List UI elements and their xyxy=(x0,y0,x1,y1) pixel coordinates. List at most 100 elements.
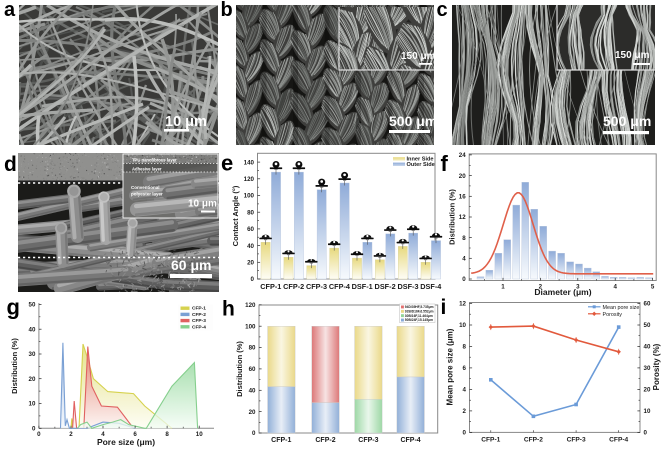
svg-text:94D/39HF,5.735μm: 94D/39HF,5.735μm xyxy=(405,305,434,309)
svg-text:CFP-2: CFP-2 xyxy=(315,437,335,444)
svg-text:12: 12 xyxy=(459,301,466,308)
svg-text:40: 40 xyxy=(247,243,254,250)
svg-text:0: 0 xyxy=(32,426,36,433)
svg-text:Mean pore size (μm): Mean pore size (μm) xyxy=(446,328,455,405)
svg-text:0: 0 xyxy=(37,431,41,438)
svg-text:c: c xyxy=(437,0,448,21)
svg-text:CFP-4: CFP-4 xyxy=(329,282,351,291)
svg-text:4: 4 xyxy=(462,256,466,263)
svg-text:60: 60 xyxy=(249,366,256,373)
svg-text:92B/D16F,6.552μm: 92B/D16F,6.552μm xyxy=(405,310,434,314)
svg-text:6: 6 xyxy=(133,431,137,438)
svg-text:CFP-3: CFP-3 xyxy=(358,437,378,444)
svg-text:30: 30 xyxy=(644,365,651,372)
svg-text:4: 4 xyxy=(101,431,105,438)
svg-text:Distribution (%): Distribution (%) xyxy=(448,189,457,245)
svg-text:Inner Side: Inner Side xyxy=(407,157,434,163)
svg-text:CFP-2: CFP-2 xyxy=(192,312,206,318)
svg-text:CFP-1: CFP-1 xyxy=(260,282,281,291)
svg-text:500 μm: 500 μm xyxy=(603,113,651,129)
svg-text:0: 0 xyxy=(462,276,466,283)
svg-text:1: 1 xyxy=(501,284,505,291)
svg-text:4: 4 xyxy=(613,284,617,291)
svg-text:polyester layer: polyester layer xyxy=(131,192,163,197)
svg-text:TPU nanofibrous layer: TPU nanofibrous layer xyxy=(132,158,177,163)
svg-text:120: 120 xyxy=(245,302,256,309)
svg-text:a: a xyxy=(4,0,16,21)
svg-text:20: 20 xyxy=(459,173,466,180)
svg-text:30B/16F,11.464μm: 30B/16F,11.464μm xyxy=(405,314,433,318)
svg-text:0: 0 xyxy=(251,276,255,283)
svg-text:20: 20 xyxy=(29,376,36,383)
svg-text:DSF-4: DSF-4 xyxy=(420,282,442,291)
svg-text:0: 0 xyxy=(463,430,467,437)
svg-text:Conventional: Conventional xyxy=(131,185,160,190)
svg-text:100: 100 xyxy=(244,193,255,200)
svg-text:12: 12 xyxy=(459,214,466,221)
svg-text:10 μm: 10 μm xyxy=(188,199,217,210)
svg-text:DSF-3: DSF-3 xyxy=(397,282,418,291)
svg-text:6: 6 xyxy=(463,365,467,372)
svg-text:40: 40 xyxy=(29,326,36,333)
svg-text:2: 2 xyxy=(69,431,73,438)
svg-text:0: 0 xyxy=(252,430,256,437)
svg-text:Porosity: Porosity xyxy=(603,312,623,318)
svg-text:8: 8 xyxy=(165,431,169,438)
svg-text:Contact Angle (°): Contact Angle (°) xyxy=(231,185,240,246)
svg-text:DSF-1: DSF-1 xyxy=(352,282,373,291)
svg-text:Diameter (μm): Diameter (μm) xyxy=(534,287,591,297)
svg-text:10: 10 xyxy=(459,322,466,329)
svg-text:g: g xyxy=(7,295,20,320)
svg-text:Distribution (%): Distribution (%) xyxy=(235,341,244,397)
svg-text:f: f xyxy=(441,151,449,176)
svg-text:5: 5 xyxy=(651,284,655,291)
svg-text:CFP-2: CFP-2 xyxy=(283,282,304,291)
svg-text:CFP-1: CFP-1 xyxy=(192,306,206,312)
svg-text:Adhesive layer: Adhesive layer xyxy=(132,167,162,172)
svg-text:80: 80 xyxy=(247,209,254,216)
svg-text:2: 2 xyxy=(463,408,467,415)
svg-text:0: 0 xyxy=(644,430,648,437)
svg-text:120: 120 xyxy=(244,176,255,183)
svg-text:CFP-1: CFP-1 xyxy=(271,437,291,444)
svg-text:500 μm: 500 μm xyxy=(389,113,437,129)
svg-text:140: 140 xyxy=(244,159,255,166)
svg-text:10: 10 xyxy=(29,401,36,408)
svg-text:60 μm: 60 μm xyxy=(171,257,211,273)
svg-text:CFP-2: CFP-2 xyxy=(524,437,543,444)
svg-text:CFP-3: CFP-3 xyxy=(306,282,327,291)
svg-text:2: 2 xyxy=(539,284,543,291)
svg-text:CFP-4: CFP-4 xyxy=(609,437,628,444)
svg-text:3: 3 xyxy=(576,284,580,291)
svg-text:50: 50 xyxy=(644,322,651,329)
svg-text:e: e xyxy=(221,151,233,176)
svg-text:60: 60 xyxy=(247,226,254,233)
svg-text:20: 20 xyxy=(249,409,256,416)
svg-text:h: h xyxy=(222,297,235,320)
svg-text:20: 20 xyxy=(644,387,651,394)
svg-text:4: 4 xyxy=(463,387,467,394)
svg-text:60: 60 xyxy=(644,301,651,308)
svg-text:CFP-4: CFP-4 xyxy=(192,324,206,330)
svg-text:CFP-4: CFP-4 xyxy=(400,437,420,444)
svg-text:10 μm: 10 μm xyxy=(165,114,207,130)
svg-text:30: 30 xyxy=(29,351,36,358)
svg-text:CFP-3: CFP-3 xyxy=(192,318,206,324)
svg-text:Distribution (%): Distribution (%) xyxy=(10,338,19,394)
svg-text:CFP-3: CFP-3 xyxy=(567,437,586,444)
svg-text:50: 50 xyxy=(29,302,36,309)
svg-text:100: 100 xyxy=(245,323,256,330)
svg-text:Outer Side: Outer Side xyxy=(407,162,435,168)
svg-text:150 μm: 150 μm xyxy=(401,51,436,62)
svg-text:8: 8 xyxy=(463,344,467,351)
svg-text:8: 8 xyxy=(462,235,466,242)
svg-text:DSF-2: DSF-2 xyxy=(375,282,396,291)
svg-text:20: 20 xyxy=(247,260,254,267)
svg-text:d: d xyxy=(4,153,17,176)
svg-text:b: b xyxy=(221,0,233,21)
svg-text:CFP-1: CFP-1 xyxy=(481,437,500,444)
svg-text:10: 10 xyxy=(644,408,651,415)
svg-text:i: i xyxy=(441,296,447,319)
svg-text:16: 16 xyxy=(459,194,466,201)
svg-text:40: 40 xyxy=(644,344,651,351)
